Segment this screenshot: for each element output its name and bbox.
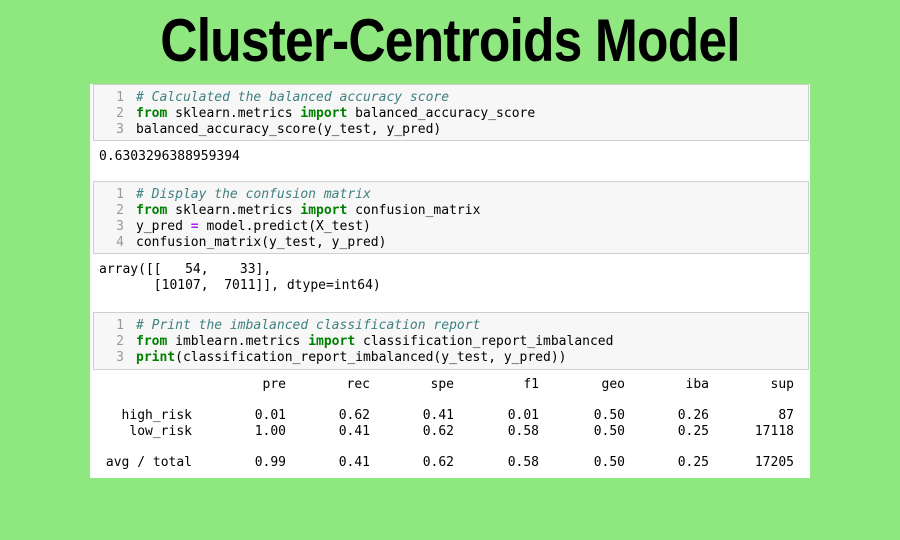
code-line: 3 balanced_accuracy_score(y_test, y_pred)	[94, 122, 794, 138]
code-token: from	[136, 334, 168, 349]
code-token: from	[136, 106, 168, 121]
report-header: spe	[430, 377, 454, 392]
report-cell: 0.25	[677, 424, 709, 439]
code-line: 1 # Print the imbalanced classification r…	[94, 318, 794, 334]
code-line: 1 # Calculated the balanced accuracy scor…	[94, 90, 794, 106]
report-cell: 17118	[754, 424, 794, 439]
report-cell: 0.58	[507, 455, 539, 470]
code-text: # Display the confusion matrix	[136, 187, 371, 203]
report-cell: 0.41	[338, 455, 370, 470]
line-number: 2	[116, 106, 124, 121]
code-line: 2 from sklearn.metrics import balanced_ac…	[94, 106, 794, 122]
code-token: sklearn.metrics	[167, 203, 301, 218]
report-header: rec	[346, 377, 370, 392]
code-line: 3 print(classification_report_imbalanced(…	[94, 350, 794, 366]
report-cell: 87	[778, 408, 794, 423]
code-token: balanced_accuracy_score(y_test, y_pred)	[136, 122, 442, 137]
report-cell: 0.62	[338, 408, 370, 423]
report-cell: 0.58	[507, 424, 539, 439]
code-token: =	[190, 219, 199, 234]
report-row-label: avg / total	[105, 455, 192, 470]
report-cell: 0.25	[677, 455, 709, 470]
report-cell: 0.41	[422, 408, 454, 423]
line-number: 2	[116, 203, 124, 218]
code-token: confusion_matrix(y_test, y_pred)	[136, 235, 387, 250]
report-cell: 0.50	[593, 455, 625, 470]
code-line: 4 confusion_matrix(y_test, y_pred)	[94, 235, 794, 251]
line-number: 4	[116, 235, 124, 250]
code-text: from sklearn.metrics import confusion_ma…	[136, 203, 480, 219]
code-token: import	[300, 106, 348, 121]
code-text: y_pred = model.predict(X_test)	[136, 219, 371, 235]
code-token: from	[136, 203, 168, 218]
report-header: iba	[685, 377, 709, 392]
report-cell: 1.00	[254, 424, 286, 439]
report-cell: 0.99	[254, 455, 286, 470]
code-text: balanced_accuracy_score(y_test, y_pred)	[136, 122, 441, 138]
report-cell: 0.41	[338, 424, 370, 439]
code-token: sklearn.metrics	[167, 106, 301, 121]
report-cell: 0.62	[422, 424, 454, 439]
code-token: imblearn.metrics	[167, 334, 309, 349]
line-number: 1	[116, 318, 124, 333]
line-number: 1	[116, 187, 124, 202]
code-token: y_pred	[136, 219, 191, 234]
code-token: # Display the confusion matrix	[136, 187, 371, 202]
line-number: 1	[116, 90, 124, 105]
report-row-label: low_risk	[129, 424, 192, 439]
report-cell: 0.26	[677, 408, 709, 423]
code-token: print	[136, 350, 176, 365]
output-text: 0.6303296388959394	[99, 149, 240, 164]
code-token: confusion_matrix	[347, 203, 481, 218]
output-confusion-matrix: array([[ 54, 33], [10107, 7011]], dtype=…	[90, 255, 810, 311]
code-line: 2 from sklearn.metrics import confusion_m…	[94, 203, 794, 219]
report-header: f1	[523, 377, 539, 392]
code-cell-confusion-matrix[interactable]: 1 # Display the confusion matrix 2 from skl…	[93, 181, 809, 254]
code-token: classification_report_imbalanced	[355, 334, 614, 349]
code-cell-balanced-accuracy[interactable]: 1 # Calculated the balanced accuracy scor…	[93, 84, 809, 141]
code-line: 1 # Display the confusion matrix	[94, 187, 794, 203]
output-text: array([[ 54, 33],	[99, 262, 272, 277]
code-cell-classification-report[interactable]: 1 # Print the imbalanced classification r…	[93, 312, 809, 370]
line-number: 3	[116, 350, 124, 365]
code-line: 2 from imblearn.metrics import classifica…	[94, 334, 794, 350]
code-text: confusion_matrix(y_test, y_pred)	[136, 235, 386, 251]
report-cell: 0.62	[422, 455, 454, 470]
report-header: pre	[262, 377, 286, 392]
code-token: # Calculated the balanced accuracy score	[136, 90, 450, 105]
output-text: [10107, 7011]], dtype=int64)	[99, 278, 381, 293]
output-classification-report: pre rec spe f1 geo iba sup high_risk 0.01 0.62 0.4…	[90, 371, 810, 478]
code-token: (classification_report_imbalanced(y_test…	[175, 350, 567, 365]
code-token: import	[300, 203, 348, 218]
report-cell: 0.50	[593, 408, 625, 423]
code-token: # Print the imbalanced classification re…	[136, 318, 481, 333]
report-header: geo	[601, 377, 625, 392]
code-text: from sklearn.metrics import balanced_acc…	[136, 106, 535, 122]
report-cell: 0.01	[507, 408, 539, 423]
code-text: print(classification_report_imbalanced(y…	[136, 350, 566, 366]
report-cell: 0.01	[254, 408, 286, 423]
code-text: from imblearn.metrics import classificat…	[136, 334, 613, 350]
report-cell: 17205	[754, 455, 794, 470]
code-text: # Print the imbalanced classification re…	[136, 318, 480, 334]
report-cell: 0.50	[593, 424, 625, 439]
notebook-panel: 1 # Calculated the balanced accuracy scor…	[90, 84, 810, 478]
code-text: # Calculated the balanced accuracy score	[136, 90, 449, 106]
page-title: Cluster-Centroids Model	[160, 7, 740, 74]
code-token: model.predict(X_test)	[198, 219, 371, 234]
line-number: 2	[116, 334, 124, 349]
code-token: import	[308, 334, 356, 349]
line-number: 3	[116, 122, 124, 137]
report-row-label: high_risk	[121, 408, 192, 423]
line-number: 3	[116, 219, 124, 234]
code-token: balanced_accuracy_score	[347, 106, 536, 121]
report-header: sup	[770, 377, 794, 392]
output-balanced-accuracy: 0.6303296388959394	[90, 142, 810, 180]
code-line: 3 y_pred = model.predict(X_test)	[94, 219, 794, 235]
